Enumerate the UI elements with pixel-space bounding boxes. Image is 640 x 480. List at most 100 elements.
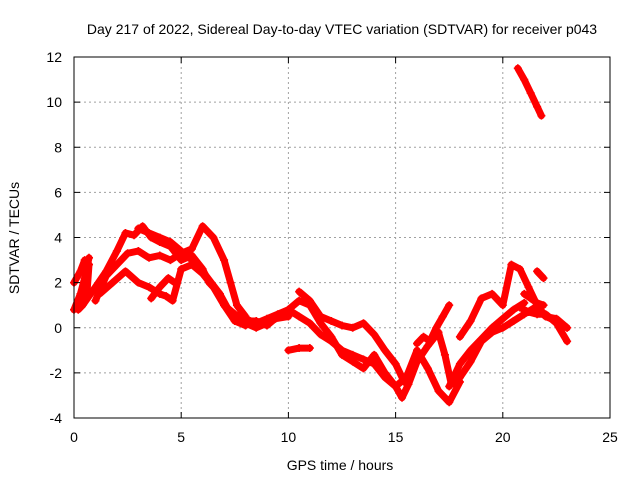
data-point	[533, 102, 542, 111]
data-point	[295, 312, 304, 321]
data-point	[533, 310, 542, 319]
data-point	[187, 244, 196, 253]
data-point	[391, 382, 400, 391]
series-trace-l	[413, 301, 454, 348]
data-point	[541, 310, 550, 319]
data-point	[85, 253, 94, 262]
data-point	[232, 301, 241, 310]
data-point	[425, 337, 434, 346]
data-point	[121, 228, 130, 237]
data-point	[445, 301, 454, 310]
data-point	[434, 386, 443, 395]
data-point	[488, 289, 497, 298]
series-trace-p	[520, 289, 548, 310]
data-point	[123, 249, 132, 258]
y-tick-label: 2	[54, 275, 62, 291]
x-axis-label: GPS time / hours	[287, 457, 394, 473]
series-trace-n	[455, 260, 572, 341]
data-point	[348, 357, 357, 366]
data-point	[466, 316, 475, 325]
data-point	[455, 377, 464, 386]
data-point	[226, 278, 235, 287]
series-line	[79, 222, 292, 332]
y-tick-label: 12	[46, 49, 62, 65]
data-point	[488, 323, 497, 332]
data-point	[252, 319, 261, 328]
data-point	[526, 294, 535, 303]
data-point	[78, 301, 87, 310]
data-point	[80, 274, 89, 283]
data-point	[466, 357, 475, 366]
x-tick-label: 15	[388, 429, 404, 445]
x-tick-label: 0	[70, 429, 78, 445]
series-line	[70, 254, 93, 314]
series-trace-r	[513, 64, 546, 120]
y-tick-label: 8	[54, 139, 62, 155]
data-point	[102, 271, 111, 280]
data-point	[438, 312, 447, 321]
series-line	[91, 222, 249, 320]
data-point	[91, 296, 100, 305]
data-point	[509, 316, 518, 325]
data-point	[177, 247, 186, 256]
data-point	[327, 316, 336, 325]
data-point	[359, 364, 368, 373]
data-point	[108, 278, 117, 287]
data-point	[526, 89, 535, 98]
data-point	[207, 278, 216, 287]
series-line	[147, 274, 179, 302]
data-point	[413, 339, 422, 348]
series-line	[533, 267, 547, 282]
data-point	[445, 398, 454, 407]
data-point	[498, 314, 507, 323]
data-point	[130, 231, 139, 240]
data-point	[515, 303, 524, 312]
data-point	[348, 350, 357, 359]
data-point	[305, 319, 314, 328]
data-point	[198, 222, 207, 231]
data-point	[295, 344, 304, 353]
data-point	[162, 292, 171, 301]
data-point	[187, 256, 196, 265]
data-point	[95, 289, 104, 298]
data-point	[539, 274, 548, 283]
series-line	[456, 261, 571, 341]
series-line	[413, 301, 453, 347]
data-point	[177, 265, 186, 274]
data-point	[170, 278, 179, 287]
data-point	[539, 301, 548, 310]
data-point	[533, 267, 542, 276]
data-point	[370, 359, 379, 368]
y-tick-label: 10	[46, 94, 62, 110]
x-tick-label: 10	[281, 429, 297, 445]
data-point	[112, 260, 121, 269]
series-trace-c	[78, 222, 293, 332]
data-point	[563, 323, 572, 332]
data-point	[327, 337, 336, 346]
y-tick-label: -4	[50, 410, 63, 426]
series-trace-f	[134, 224, 229, 310]
data-point	[477, 294, 486, 303]
y-tick-label: 4	[54, 230, 62, 246]
data-point	[359, 319, 368, 328]
data-point	[515, 265, 524, 274]
x-tick-label: 20	[495, 429, 511, 445]
data-point	[370, 350, 379, 359]
data-point	[432, 323, 441, 332]
data-point	[413, 346, 422, 355]
data-point	[155, 283, 164, 292]
series-trace-m	[445, 298, 529, 391]
data-point	[419, 332, 428, 341]
data-point	[145, 228, 154, 237]
data-point	[76, 289, 85, 298]
data-point	[400, 377, 409, 386]
data-point	[520, 75, 529, 84]
grid-lines	[74, 57, 610, 418]
data-point	[147, 294, 156, 303]
data-point	[380, 346, 389, 355]
data-point	[316, 319, 325, 328]
data-point	[305, 296, 314, 305]
data-point	[552, 319, 561, 328]
data-point	[338, 346, 346, 355]
data-point	[380, 373, 389, 382]
